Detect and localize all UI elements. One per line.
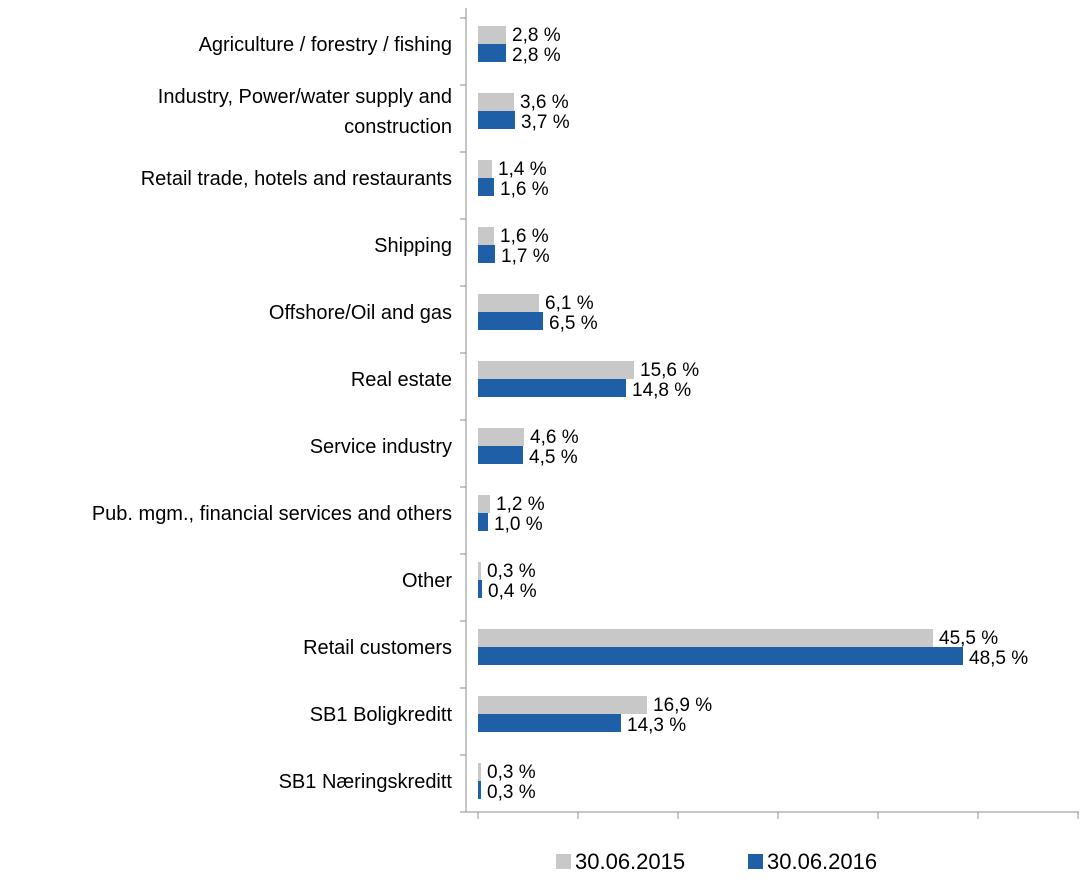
bars-layer (478, 26, 963, 799)
data-label: 14,8 % (632, 380, 691, 401)
data-label: 1,6 % (500, 226, 549, 247)
data-label: 3,6 % (520, 92, 569, 113)
legend-label: 30.06.2015 (575, 849, 685, 874)
data-label: 4,6 % (530, 427, 579, 448)
data-label: 1,6 % (500, 179, 549, 200)
data-label: 15,6 % (640, 360, 699, 381)
category-label: Service industry (310, 436, 452, 458)
data-label: 0,4 % (488, 581, 537, 602)
bar-2016 (478, 781, 481, 799)
category-label: SB1 Boligkreditt (310, 704, 453, 726)
data-label: 0,3 % (487, 762, 536, 783)
category-label: Other (402, 570, 452, 592)
legend-label: 30.06.2016 (767, 849, 877, 874)
data-label: 1,4 % (498, 159, 547, 180)
bar-2015 (478, 562, 481, 580)
data-label: 45,5 % (939, 628, 998, 649)
bar-2015 (478, 629, 933, 647)
data-label: 48,5 % (969, 648, 1028, 669)
data-label: 6,5 % (549, 313, 598, 334)
bar-2015 (478, 227, 494, 245)
bar-2016 (478, 513, 488, 531)
bar-2015 (478, 763, 481, 781)
legend-swatch (748, 854, 763, 869)
bar-2015 (478, 26, 506, 44)
category-label: Pub. mgm., financial services and others (92, 503, 452, 525)
bar-2016 (478, 245, 495, 263)
bar-2016 (478, 44, 506, 62)
category-label: construction (344, 116, 452, 138)
category-label: SB1 Næringskreditt (279, 771, 453, 793)
bar-2015 (478, 93, 514, 111)
data-label: 2,8 % (512, 45, 561, 66)
bar-2016 (478, 580, 482, 598)
category-label: Real estate (351, 369, 452, 391)
data-label: 1,0 % (494, 514, 543, 535)
labels-layer: Agriculture / forestry / fishing 2,8 %2,8… (92, 25, 1028, 803)
bar-2016 (478, 178, 494, 196)
bar-2016 (478, 714, 621, 732)
data-label: 16,9 % (653, 695, 712, 716)
bar-2016 (478, 111, 515, 129)
data-label: 1,7 % (501, 246, 550, 267)
data-label: 6,1 % (545, 293, 594, 314)
category-label: Agriculture / forestry / fishing (199, 34, 452, 56)
category-label: Shipping (374, 235, 452, 257)
axes-layer (460, 8, 1079, 819)
bar-2015 (478, 361, 634, 379)
bar-2015 (478, 294, 539, 312)
category-label: Industry, Power/water supply and (158, 86, 452, 108)
bar-2015 (478, 696, 647, 714)
legend: 30.06.2015 30.06.2016 (556, 849, 877, 874)
data-label: 2,8 % (512, 25, 561, 46)
category-label: Offshore/Oil and gas (269, 302, 452, 324)
data-label: 1,2 % (496, 494, 545, 515)
data-label: 14,3 % (627, 715, 686, 736)
bar-2015 (478, 495, 490, 513)
bar-2015 (478, 428, 524, 446)
bar-2016 (478, 446, 523, 464)
category-label: Retail customers (303, 637, 452, 659)
bar-2015 (478, 160, 492, 178)
data-label: 0,3 % (487, 782, 536, 803)
data-label: 4,5 % (529, 447, 578, 468)
data-label: 3,7 % (521, 112, 570, 133)
bar-2016 (478, 312, 543, 330)
data-label: 0,3 % (487, 561, 536, 582)
bar-2016 (478, 647, 963, 665)
legend-swatch (556, 854, 571, 869)
bar-2016 (478, 379, 626, 397)
category-label: Retail trade, hotels and restaurants (141, 168, 452, 190)
